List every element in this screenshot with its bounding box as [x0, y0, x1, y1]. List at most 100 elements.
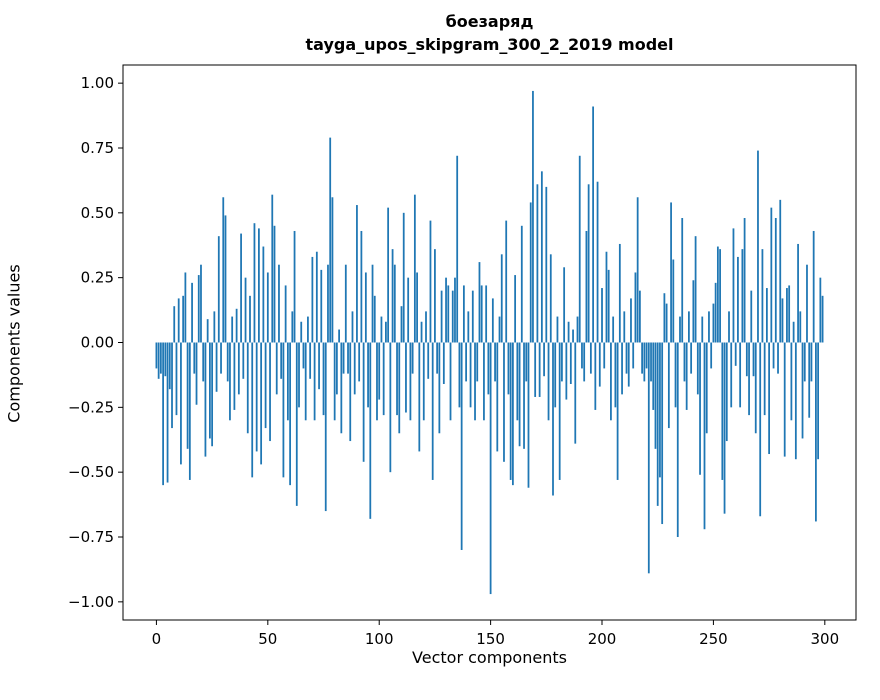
x-tick-label: 300: [810, 630, 839, 648]
bar: [282, 342, 285, 478]
x-tick-label: 0: [152, 630, 162, 648]
bar: [280, 342, 283, 379]
bar: [449, 342, 452, 421]
bar: [743, 218, 746, 343]
bar: [362, 342, 365, 462]
bar: [478, 262, 481, 343]
bar: [233, 342, 236, 410]
bar: [777, 342, 779, 374]
bar: [471, 290, 474, 343]
bars-group: [155, 90, 824, 595]
bar: [327, 264, 329, 343]
bar: [180, 342, 182, 465]
bar: [685, 342, 688, 410]
bar: [661, 342, 664, 525]
bar: [786, 288, 788, 343]
bar: [231, 316, 234, 343]
bar: [576, 316, 579, 343]
bar: [396, 342, 398, 416]
bar: [703, 342, 706, 530]
bar: [523, 342, 525, 449]
bar: [476, 342, 479, 382]
bar: [647, 342, 650, 574]
bar: [705, 342, 708, 434]
bar: [625, 342, 628, 374]
bar: [193, 342, 196, 374]
bar: [451, 290, 454, 343]
bar: [585, 230, 588, 343]
bar: [794, 342, 797, 460]
bar: [538, 342, 541, 397]
bar: [385, 321, 387, 343]
bar: [783, 342, 786, 457]
bar: [534, 342, 537, 397]
bar: [422, 342, 425, 421]
bar: [371, 264, 374, 343]
bar: [645, 342, 648, 369]
bar: [790, 342, 793, 421]
bar: [768, 342, 770, 455]
bar: [545, 186, 548, 343]
bar: [249, 295, 251, 343]
bar: [378, 342, 381, 400]
x-axis-label: Vector components: [412, 648, 567, 667]
bar: [716, 246, 719, 343]
bar: [552, 342, 554, 496]
bar: [155, 342, 158, 369]
bar: [202, 342, 205, 382]
bar: [322, 342, 325, 416]
bar: [505, 220, 508, 343]
bar: [480, 285, 483, 343]
bar: [734, 342, 737, 366]
bar: [373, 295, 376, 343]
bar: [710, 342, 713, 369]
bar: [679, 316, 681, 343]
bar: [309, 342, 312, 379]
bar: [182, 295, 185, 343]
bar: [173, 306, 176, 343]
bar: [741, 249, 744, 343]
bar: [745, 342, 748, 377]
bar: [347, 342, 349, 374]
bar: [460, 342, 463, 550]
bar: [529, 202, 532, 343]
bar: [382, 342, 385, 416]
bar: [447, 285, 450, 343]
bar: [307, 316, 309, 343]
bar: [525, 342, 528, 382]
bar: [467, 311, 470, 343]
bar: [411, 342, 414, 374]
bar: [674, 342, 677, 408]
bar: [696, 342, 699, 395]
bar: [269, 342, 271, 442]
bar: [335, 342, 338, 395]
bar: [701, 316, 704, 343]
bar: [344, 264, 347, 343]
bar: [654, 342, 657, 449]
bar: [195, 342, 198, 405]
bar: [748, 342, 750, 416]
bar: [204, 342, 207, 457]
bar: [665, 303, 668, 343]
bar: [699, 342, 701, 475]
bar: [353, 342, 356, 395]
x-tick-label: 200: [588, 630, 617, 648]
bar: [166, 342, 169, 483]
bar: [509, 342, 512, 480]
bar: [191, 282, 193, 343]
bar: [387, 207, 390, 343]
bar: [429, 220, 432, 343]
bar: [413, 194, 416, 343]
bar: [812, 230, 815, 343]
bar: [781, 298, 784, 343]
bar: [616, 342, 619, 480]
bar: [601, 288, 603, 343]
bar: [298, 342, 300, 408]
bar: [788, 285, 791, 343]
x-tick-label: 150: [476, 630, 505, 648]
bar: [540, 171, 543, 343]
y-tick-label: 0.25: [81, 269, 114, 287]
bar: [708, 311, 710, 343]
bar: [175, 342, 178, 416]
